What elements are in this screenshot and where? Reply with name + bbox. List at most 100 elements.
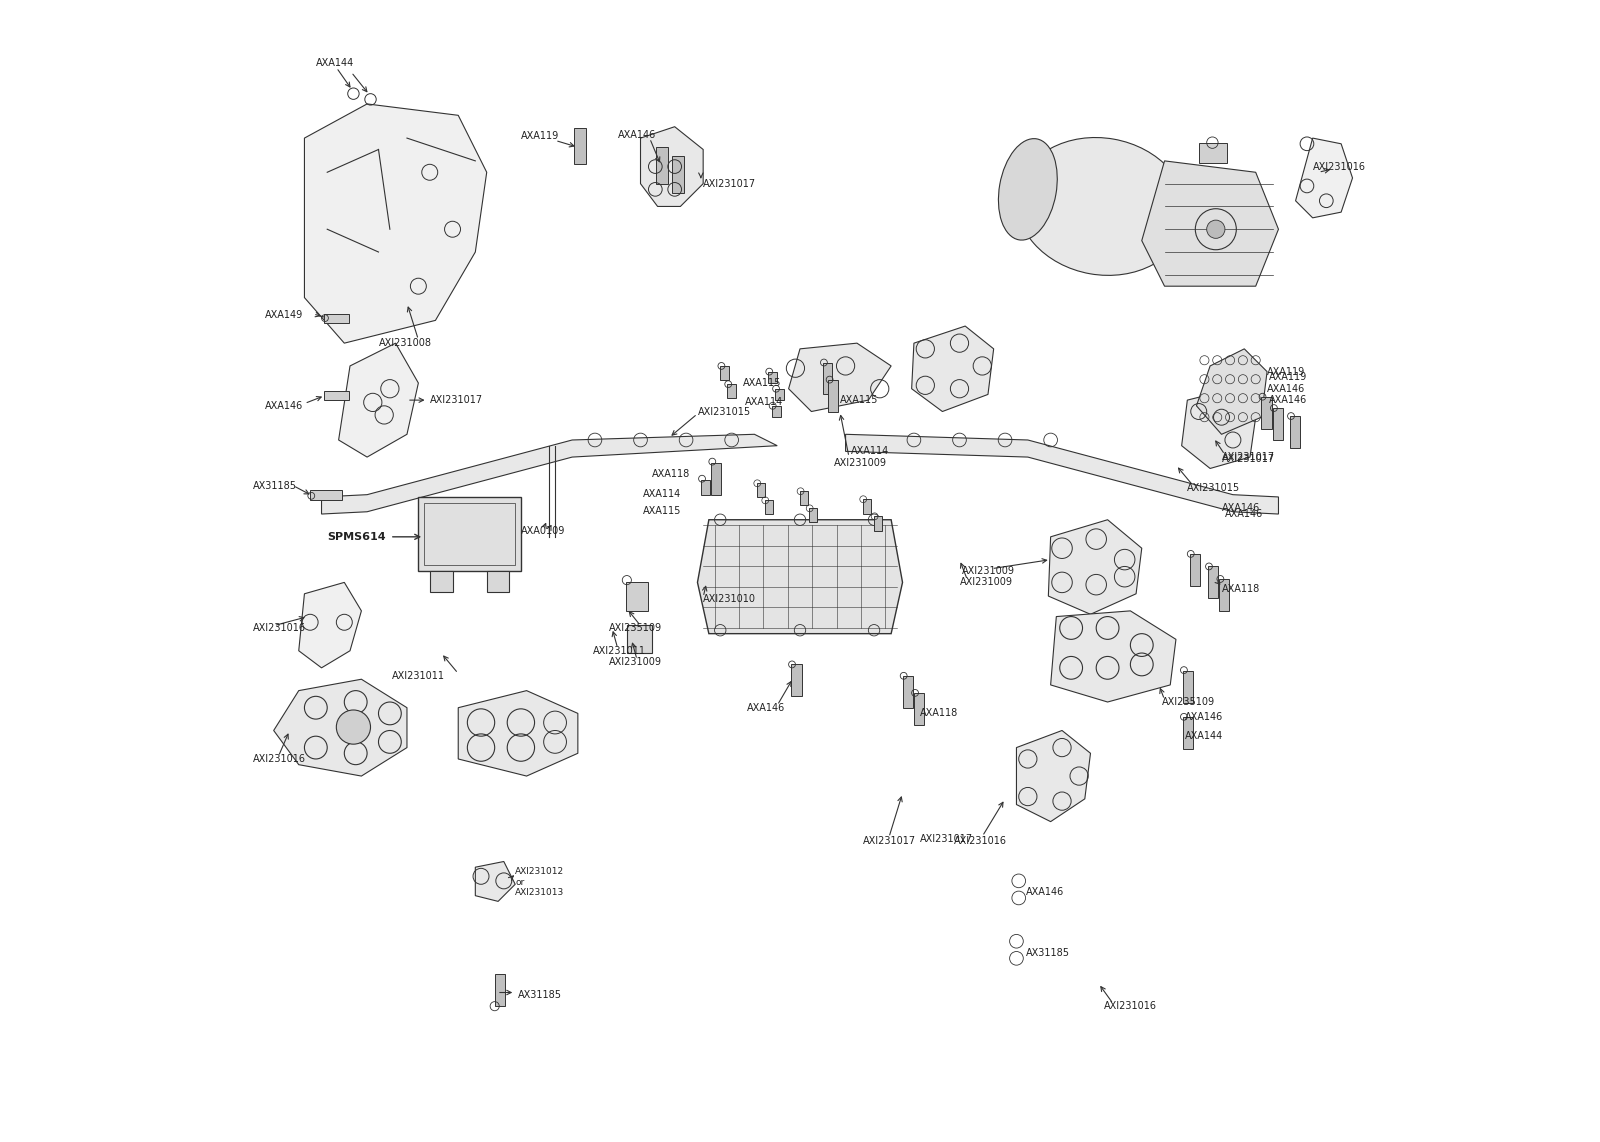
Text: AXA119: AXA119: [1269, 372, 1307, 383]
Bar: [1182, 717, 1194, 749]
Text: AX31185: AX31185: [1026, 948, 1069, 958]
Bar: [1182, 671, 1194, 703]
Text: AXI231017: AXI231017: [920, 834, 973, 844]
Circle shape: [336, 710, 371, 745]
Bar: [800, 491, 808, 505]
Text: AXA149: AXA149: [264, 309, 302, 320]
Text: AXI231016: AXI231016: [253, 754, 306, 764]
Text: AXI231010: AXI231010: [702, 595, 757, 604]
Polygon shape: [322, 434, 778, 514]
Bar: [902, 676, 912, 708]
Bar: [672, 156, 683, 193]
Bar: [1290, 416, 1301, 448]
Bar: [310, 490, 342, 500]
Text: AXI231017: AXI231017: [702, 178, 757, 188]
Polygon shape: [274, 679, 406, 777]
Text: AXI231008: AXI231008: [379, 338, 432, 348]
Polygon shape: [458, 691, 578, 777]
Text: AXA146: AXA146: [747, 702, 784, 713]
Polygon shape: [304, 104, 486, 343]
Text: AXA118: AXA118: [1221, 585, 1259, 594]
Bar: [1219, 579, 1229, 611]
Text: AXA114: AXA114: [746, 397, 784, 408]
Bar: [626, 582, 648, 611]
Bar: [720, 365, 730, 379]
Circle shape: [1206, 220, 1226, 239]
Bar: [822, 362, 832, 394]
Text: AXA115: AXA115: [742, 378, 781, 388]
Text: AXI231016: AXI231016: [954, 836, 1006, 846]
Text: AXA114: AXA114: [643, 489, 682, 499]
Bar: [494, 974, 506, 1006]
Text: AXA115: AXA115: [840, 395, 878, 405]
Text: AXI235109: AXI235109: [608, 624, 662, 633]
Text: AXI231012
or
AXI231013: AXI231012 or AXI231013: [515, 867, 565, 896]
Text: AXA115: AXA115: [643, 506, 682, 516]
Ellipse shape: [1018, 137, 1187, 275]
Polygon shape: [1048, 520, 1142, 614]
Text: AXI231009: AXI231009: [962, 566, 1014, 576]
Text: AXA146: AXA146: [1026, 887, 1064, 898]
Bar: [710, 463, 722, 494]
Text: AXI231016: AXI231016: [1312, 161, 1366, 171]
Polygon shape: [339, 343, 418, 457]
Polygon shape: [475, 861, 515, 901]
Text: AXI231017: AXI231017: [1221, 452, 1275, 463]
Text: AXA119: AXA119: [1267, 367, 1306, 377]
Bar: [862, 499, 870, 514]
Polygon shape: [1142, 161, 1278, 287]
Text: AX31185: AX31185: [517, 990, 562, 999]
Text: AXI231009: AXI231009: [608, 657, 662, 667]
Bar: [430, 571, 453, 592]
Polygon shape: [1182, 388, 1256, 468]
Bar: [914, 693, 925, 725]
Ellipse shape: [998, 138, 1058, 240]
Text: AXI231015: AXI231015: [1187, 483, 1240, 493]
Bar: [424, 502, 515, 565]
Polygon shape: [845, 434, 1278, 514]
Text: AXA146: AXA146: [264, 401, 302, 411]
Text: AXI231017: AXI231017: [862, 836, 915, 846]
Text: AXA146: AXA146: [1226, 509, 1262, 518]
Bar: [765, 500, 773, 514]
Bar: [874, 516, 882, 531]
Bar: [771, 405, 781, 417]
Bar: [656, 147, 667, 184]
Text: AXI231017: AXI231017: [430, 395, 483, 405]
Bar: [323, 314, 349, 323]
Bar: [1261, 396, 1272, 428]
Bar: [757, 483, 765, 497]
Bar: [574, 128, 586, 164]
Polygon shape: [1016, 731, 1091, 821]
Text: AX31185: AX31185: [253, 481, 298, 491]
Bar: [790, 665, 802, 697]
Bar: [627, 625, 651, 653]
Polygon shape: [789, 343, 891, 411]
Text: AXI231009: AXI231009: [960, 578, 1013, 587]
Text: AXA146: AXA146: [618, 130, 656, 139]
Bar: [810, 508, 818, 522]
Text: AXA118: AXA118: [651, 469, 690, 480]
Text: AXI231011: AXI231011: [392, 670, 445, 681]
Polygon shape: [698, 520, 902, 634]
Bar: [726, 384, 736, 397]
Bar: [768, 371, 778, 383]
Text: AXI231015: AXI231015: [698, 407, 750, 417]
Text: AXI231011: AXI231011: [592, 645, 646, 656]
Text: AXI235109: AXI235109: [1162, 697, 1216, 707]
Text: AXA146: AXA146: [1221, 504, 1259, 514]
Polygon shape: [1296, 138, 1352, 218]
Bar: [829, 379, 837, 411]
Bar: [418, 497, 522, 571]
Polygon shape: [912, 327, 994, 411]
Text: AXA144: AXA144: [315, 58, 354, 67]
Text: AXI231016: AXI231016: [253, 624, 306, 633]
Text: AXA119: AXA119: [522, 131, 558, 140]
Text: AXA146: AXA146: [1267, 384, 1306, 394]
Text: AXI231009: AXI231009: [834, 458, 886, 468]
Bar: [1190, 554, 1200, 586]
Ellipse shape: [1147, 172, 1205, 274]
Polygon shape: [640, 127, 702, 207]
Text: AXA114: AXA114: [851, 447, 890, 457]
Bar: [1208, 566, 1218, 598]
